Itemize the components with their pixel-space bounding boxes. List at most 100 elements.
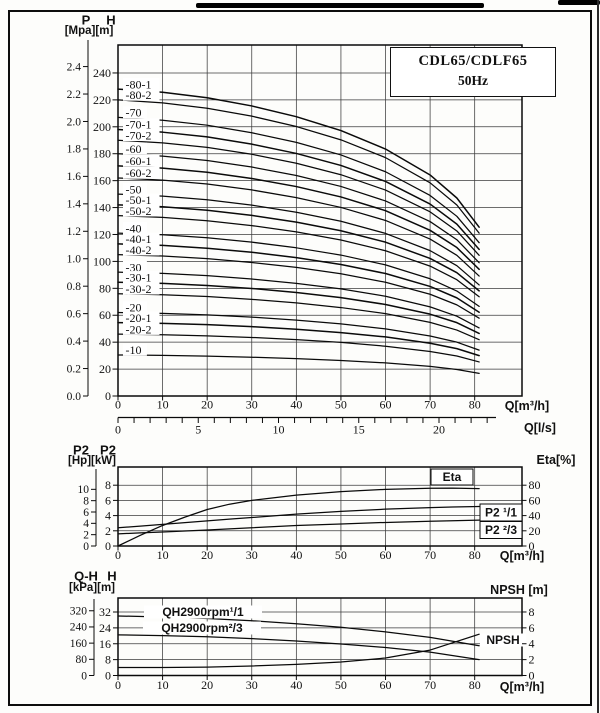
svg-text:0: 0: [115, 423, 121, 437]
svg-text:0: 0: [105, 539, 111, 553]
svg-text:20: 20: [201, 548, 213, 562]
curve-P2 ¹/1: [117, 505, 480, 529]
svg-text:2: 2: [529, 653, 535, 667]
curve-Eta: [117, 487, 480, 547]
curve--30: [117, 271, 480, 329]
svg-text:2: 2: [105, 524, 111, 538]
svg-text:1.8: 1.8: [67, 144, 82, 156]
svg-text:60: 60: [99, 308, 111, 322]
curve--40: [117, 232, 480, 307]
model-name: CDL65/CDLF65: [418, 53, 528, 69]
svg-text:20: 20: [529, 524, 541, 538]
svg-text:1.0: 1.0: [67, 254, 82, 266]
svg-text:40: 40: [99, 335, 111, 349]
svg-text:20: 20: [433, 423, 445, 437]
svg-text:-70-1: -70-1: [126, 118, 152, 132]
curve--60-2: [117, 177, 480, 277]
svg-text:40: 40: [290, 548, 302, 562]
svg-text:6: 6: [105, 493, 111, 507]
svg-text:0: 0: [529, 539, 535, 553]
curve--50: [117, 193, 480, 286]
svg-text:40: 40: [290, 678, 302, 692]
svg-text:4: 4: [83, 518, 89, 530]
curve-NPSH: [117, 633, 480, 669]
svg-text:240: 240: [93, 66, 111, 80]
svg-text:8: 8: [105, 653, 111, 667]
svg-text:-30-1: -30-1: [126, 270, 152, 284]
svg-text:-60-1: -60-1: [126, 154, 152, 168]
svg-text:0: 0: [105, 669, 111, 683]
svg-text:100: 100: [93, 254, 111, 268]
svg-text:24: 24: [99, 621, 111, 635]
svg-text:60: 60: [529, 493, 541, 507]
curve--10: [117, 354, 480, 375]
svg-text:60: 60: [380, 398, 392, 412]
svg-text:60: 60: [380, 678, 392, 692]
svg-text:-60-2: -60-2: [126, 166, 152, 180]
svg-text:0.2: 0.2: [67, 363, 82, 375]
svg-text:Eta: Eta: [443, 470, 462, 484]
svg-text:-50-2: -50-2: [126, 204, 152, 218]
svg-text:160: 160: [70, 638, 88, 650]
svg-text:10: 10: [78, 484, 90, 496]
power-left-axis-units: [Hp][kW]: [68, 455, 116, 467]
qh-npsh-chart: QH2900rpm¹/1QH2900rpm²/3NPSH081624320246…: [70, 597, 535, 692]
svg-text:320: 320: [70, 606, 88, 618]
power-left-axis-title-kw: P2: [100, 442, 116, 458]
curve--50-1: [117, 204, 480, 292]
svg-text:-70: -70: [126, 106, 142, 120]
qh-left-axis-title: Q-H: [74, 568, 98, 584]
svg-text:P2 ²/3: P2 ²/3: [485, 523, 517, 537]
svg-text:-20-2: -20-2: [126, 322, 152, 336]
svg-text:15: 15: [353, 423, 365, 437]
model-title-box: CDL65/CDLF65 50Hz: [390, 47, 556, 97]
svg-text:-50: -50: [126, 182, 142, 196]
curve--40-2: [117, 254, 480, 319]
main-left-axis-title-h: H: [106, 12, 116, 28]
svg-text:-70-2: -70-2: [126, 128, 152, 142]
svg-text:NPSH: NPSH: [486, 633, 519, 647]
main-chart: -80-1-80-2-70-70-1-70-2-60-60-1-60-2-50-…: [67, 40, 523, 437]
svg-text:5: 5: [195, 423, 201, 437]
svg-text:60: 60: [380, 548, 392, 562]
svg-text:0: 0: [115, 678, 121, 692]
curve--50-2: [117, 215, 480, 298]
svg-text:QH2900rpm¹/1: QH2900rpm¹/1: [162, 605, 244, 619]
qh-x-axis-label: Q[m³/h]: [499, 680, 545, 694]
svg-text:140: 140: [93, 201, 111, 215]
curve--20-2: [117, 333, 480, 363]
svg-text:1.6: 1.6: [67, 171, 82, 183]
svg-text:-50-1: -50-1: [126, 193, 152, 207]
scan-artifact-top-right: [558, 0, 600, 5]
svg-text:-30-2: -30-2: [126, 282, 152, 296]
svg-text:0: 0: [105, 389, 111, 403]
svg-text:70: 70: [424, 678, 436, 692]
main-x2-axis-label: Q[l/s]: [524, 421, 556, 435]
svg-text:2.2: 2.2: [67, 89, 82, 101]
svg-text:30: 30: [246, 398, 258, 412]
main-left-axis-units: [Mpa][m]: [64, 25, 114, 37]
svg-text:-80-2: -80-2: [126, 88, 152, 102]
curve--70: [117, 116, 480, 244]
svg-text:2.0: 2.0: [67, 116, 82, 128]
svg-text:10: 10: [273, 423, 285, 437]
svg-text:QH2900rpm²/3: QH2900rpm²/3: [161, 621, 243, 635]
svg-text:80: 80: [76, 654, 88, 666]
model-frequency: 50Hz: [458, 73, 488, 88]
svg-text:2.4: 2.4: [67, 61, 82, 73]
power-left-axis-title-hp: P2: [73, 442, 89, 458]
eta-right-axis-title: Eta[%]: [536, 453, 576, 467]
svg-text:50: 50: [335, 548, 347, 562]
svg-text:20: 20: [201, 678, 213, 692]
svg-text:80: 80: [469, 678, 481, 692]
svg-text:1.4: 1.4: [67, 199, 82, 211]
svg-text:8: 8: [529, 605, 535, 619]
svg-text:0: 0: [529, 669, 535, 683]
curve--80-2: [117, 99, 480, 234]
svg-text:0: 0: [115, 398, 121, 412]
svg-text:-80-1: -80-1: [126, 77, 152, 91]
outer-frame: [8, 10, 592, 706]
